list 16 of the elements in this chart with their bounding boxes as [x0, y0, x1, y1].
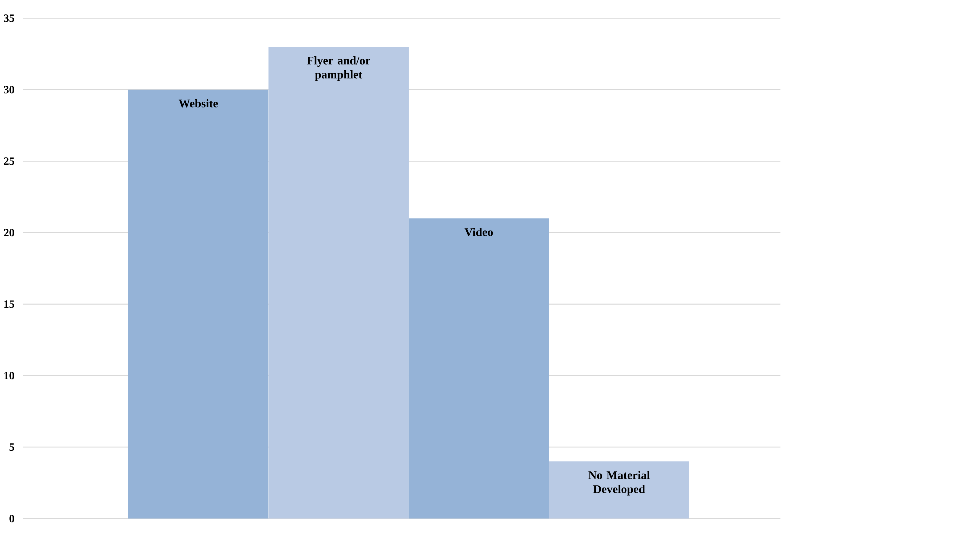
- x-tick-label: Flyer and/or pamphlet: [307, 56, 371, 82]
- x-tick-label: Website: [178, 100, 218, 108]
- y-tick-label: 35: [4, 14, 14, 22]
- bar: [268, 47, 409, 519]
- x-tick-label: Video: [464, 228, 494, 237]
- y-tick-label: 25: [4, 158, 14, 166]
- y-tick-label: 20: [4, 229, 14, 237]
- x-tick-label: No Material Developed: [588, 471, 650, 496]
- bar: [408, 218, 550, 519]
- y-tick-label: 0: [10, 515, 14, 523]
- bar: [549, 462, 690, 519]
- y-tick-label: 10: [4, 372, 14, 380]
- y-tick-label: 5: [10, 444, 14, 452]
- bar: [128, 90, 269, 519]
- y-tick-label: 30: [4, 86, 14, 94]
- y-tick-label: 15: [4, 300, 14, 308]
